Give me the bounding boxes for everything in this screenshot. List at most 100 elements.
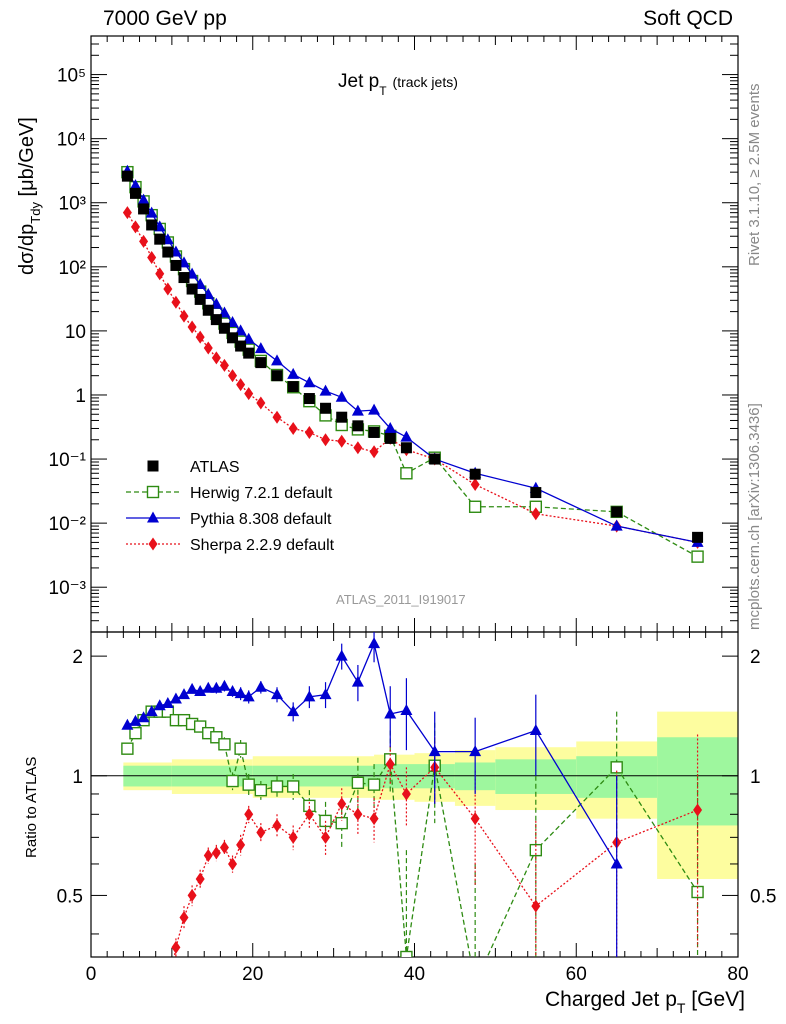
atlas-point	[352, 420, 364, 432]
herwig-ratio-point	[129, 726, 142, 740]
atlas-point	[194, 293, 206, 305]
sherpa-point	[187, 320, 197, 334]
legend-marker	[147, 460, 159, 472]
atlas-point	[121, 170, 133, 182]
pythia-point	[303, 376, 316, 388]
legend: ATLAS Herwig 7.2.1 default Pythia 8.308 de…	[126, 459, 335, 554]
pythia-point	[137, 193, 150, 205]
sherpa-ratio-point	[171, 940, 181, 954]
sherpa-ratio-point	[219, 841, 229, 855]
atlas-point	[243, 347, 255, 359]
sherpa-ratio-point	[139, 977, 148, 990]
sherpa-point	[147, 250, 157, 264]
y-tick-label: 10⁻²	[49, 514, 87, 535]
sherpa-point	[369, 445, 379, 459]
ratio-y-tick-label-right: 1	[750, 767, 761, 788]
sherpa-ratio-point	[155, 977, 164, 990]
atlas-point	[400, 442, 412, 454]
sherpa-ratio-point	[369, 812, 379, 826]
x-tick-label: 0	[86, 964, 97, 985]
sherpa-ratio-point	[147, 971, 156, 984]
sherpa-point	[155, 267, 165, 281]
sherpa-point	[304, 425, 314, 439]
pythia-point	[254, 342, 267, 354]
legend-label: ATLAS	[190, 459, 240, 476]
pythia-ratio-point	[226, 684, 239, 696]
pythia-ratio-point	[234, 687, 247, 699]
pythia-ratio-point	[169, 692, 182, 704]
pythia-ratio-point	[242, 690, 255, 702]
sherpa-point	[171, 295, 181, 309]
atlas-point	[611, 506, 623, 518]
sherpa-point	[256, 396, 266, 410]
sherpa-point	[219, 358, 229, 372]
pythia-ratio-point	[145, 705, 158, 717]
analysis-id: ATLAS_2011_I919017	[336, 592, 466, 607]
sherpa-ratio-point	[288, 830, 298, 844]
x-tick-label: 40	[404, 964, 425, 985]
herwig-ratio-point	[610, 761, 623, 774]
sherpa-ratio-point	[131, 983, 140, 996]
pythia-ratio-point	[137, 711, 150, 723]
pythia-ratio-point	[254, 680, 267, 692]
herwig-point	[691, 550, 704, 563]
sherpa-ratio-point	[470, 812, 480, 826]
header-right: Soft QCD	[643, 7, 733, 30]
atlas-point	[129, 187, 141, 199]
pythia-point	[400, 430, 413, 442]
pythia-point	[271, 354, 284, 366]
x-axis-label: Charged Jet pT [GeV]	[545, 988, 745, 1016]
main-series-layer	[121, 164, 704, 563]
sherpa-ratio-point	[211, 846, 221, 860]
sherpa-point	[228, 369, 238, 383]
atlas-point	[170, 259, 182, 271]
pythia-point	[610, 519, 623, 531]
ratio-y-tick-label: 1	[72, 767, 83, 788]
herwig-ratio-point	[470, 978, 481, 989]
sherpa-point	[244, 387, 254, 401]
herwig-ratio-point	[121, 742, 134, 755]
legend-label: Sherpa 2.2.9 default	[190, 537, 335, 554]
atlas-point	[162, 246, 174, 258]
atlas-point	[154, 233, 166, 245]
sherpa-ratio-point	[304, 807, 314, 821]
pythia-ratio-point	[218, 679, 231, 691]
sherpa-point	[353, 441, 363, 455]
atlas-point	[146, 219, 158, 231]
ratio-series-layer	[121, 632, 704, 996]
atlas-point	[303, 393, 315, 405]
sherpa-point	[122, 206, 132, 220]
plot-title: Jet pT(track jets)	[338, 71, 458, 98]
sherpa-point	[272, 410, 282, 424]
herwig-series	[121, 165, 704, 563]
legend-marker	[146, 485, 160, 499]
sherpa-point	[179, 309, 189, 323]
atlas-point	[384, 432, 396, 444]
main-plot-frame	[90, 35, 739, 633]
y-tick-label: 10⁻³	[49, 578, 87, 599]
atlas-point	[530, 487, 542, 499]
atlas-point	[469, 468, 481, 480]
y-tick-label: 10⁻¹	[49, 450, 87, 471]
pythia-ratio-point	[428, 745, 441, 757]
pythia-point	[319, 384, 332, 396]
legend-label: Herwig 7.2.1 default	[190, 485, 333, 502]
sherpa-ratio-point	[228, 857, 238, 871]
y-tick-label: 10²	[59, 258, 86, 279]
atlas-point	[210, 314, 222, 326]
pythia-point	[384, 421, 397, 433]
pythia-ratio-point	[368, 637, 381, 649]
atlas-point	[186, 283, 198, 295]
atlas-point	[138, 203, 150, 215]
legend-entry-sherpa: Sherpa 2.2.9 default	[126, 537, 335, 554]
pythia-ratio-point	[351, 675, 364, 687]
pythia-ratio-point	[303, 690, 316, 702]
herwig-ratio-point	[226, 774, 239, 788]
ratio-y-tick-label: 2	[72, 647, 83, 668]
sherpa-ratio-point	[272, 818, 282, 832]
sherpa-point	[139, 234, 149, 248]
herwig-ratio-point	[351, 776, 365, 790]
sherpa-point	[163, 282, 173, 296]
herwig-ratio-point	[270, 780, 284, 793]
herwig-ratio-point	[218, 738, 231, 751]
